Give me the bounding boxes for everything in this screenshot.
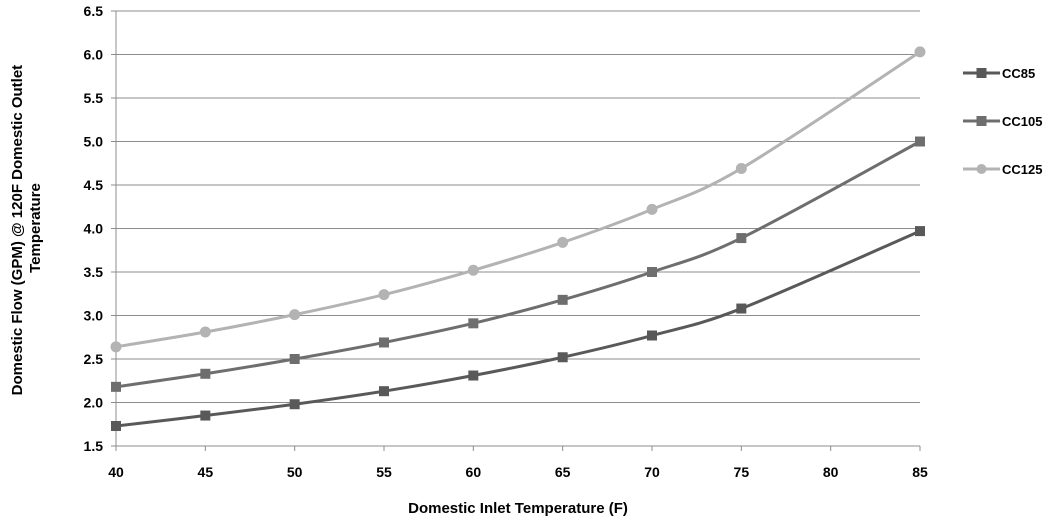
y-tick-label-1.5: 1.5 — [84, 438, 104, 454]
x-tick-label-65: 65 — [555, 464, 571, 480]
series-line-CC85 — [115, 229, 921, 428]
y-tick-label-5.0: 5.0 — [84, 134, 104, 150]
y-tick-label-3.0: 3.0 — [84, 308, 104, 324]
y-tick-label-2.0: 2.0 — [84, 395, 104, 411]
y-axis-title-line-2: Temperature — [27, 183, 44, 273]
point-CC85-60 — [468, 370, 479, 381]
gridlines — [116, 10, 920, 447]
point-CC105-65 — [557, 294, 568, 305]
point-CC85-45 — [200, 410, 211, 421]
point-CC105-70 — [647, 267, 657, 277]
y-axis-title-line-1: Domestic Flow (GPM) @ 120F Domestic Outl… — [9, 65, 26, 396]
point-CC105-75 — [736, 233, 747, 244]
point-CC105-45 — [200, 368, 211, 379]
y-tick-label-4.0: 4.0 — [84, 221, 104, 237]
x-axis-title: Domestic Inlet Temperature (F) — [408, 500, 628, 517]
y-tick-label-2.5: 2.5 — [84, 351, 104, 367]
x-tick-label-50: 50 — [287, 464, 303, 480]
x-tick-label-40: 40 — [108, 464, 124, 480]
point-CC125-45 — [199, 326, 211, 338]
point-CC125-85 — [914, 46, 926, 58]
point-CC85-55 — [379, 386, 389, 397]
point-CC125-60 — [467, 264, 479, 276]
y-tick-label-6.5: 6.5 — [84, 3, 104, 19]
point-CC105-85 — [915, 136, 925, 147]
legend-marker-CC125 — [976, 164, 987, 174]
point-CC125-55 — [378, 289, 390, 301]
x-tick-label-70: 70 — [644, 464, 660, 480]
y-axis-title: Domestic Flow (GPM) @ 120F Domestic Outl… — [9, 61, 44, 396]
point-CC85-85 — [915, 226, 925, 237]
legend-marker-CC105 — [976, 116, 987, 126]
point-CC85-50 — [289, 399, 300, 410]
point-CC85-65 — [557, 352, 568, 363]
point-CC105-60 — [468, 318, 479, 329]
series-lines — [115, 50, 921, 428]
series-markers — [110, 46, 926, 431]
point-CC105-50 — [289, 354, 300, 364]
x-tick-label-80: 80 — [823, 464, 839, 480]
point-CC85-70 — [647, 330, 657, 341]
point-CC125-40 — [110, 341, 122, 353]
point-CC105-40 — [111, 381, 121, 392]
point-CC125-65 — [557, 236, 569, 248]
point-CC125-70 — [646, 203, 658, 215]
legend-label-CC125: CC125 — [1002, 162, 1042, 177]
y-tick-label-5.5: 5.5 — [84, 90, 104, 106]
x-tick-label-75: 75 — [734, 464, 750, 480]
x-tick-label-55: 55 — [376, 464, 392, 480]
x-tick-label-45: 45 — [198, 464, 214, 480]
point-CC85-75 — [736, 303, 747, 314]
point-CC85-40 — [111, 420, 121, 431]
axes — [111, 10, 921, 451]
x-axis-tick-labels: 40 45 50 55 60 65 70 75 80 85 — [108, 464, 928, 480]
x-tick-label-85: 85 — [912, 464, 928, 480]
point-CC125-50 — [289, 309, 301, 321]
y-tick-label-6.0: 6.0 — [84, 47, 104, 63]
legend-label-CC85: CC85 — [1002, 66, 1035, 81]
y-tick-label-4.5: 4.5 — [84, 177, 104, 193]
y-axis-tick-labels: 1.5 2.0 2.5 3.0 3.5 4.0 4.5 5.0 5.5 6.0 6.5 — [84, 3, 104, 454]
series-line-CC105 — [115, 140, 921, 389]
point-CC105-55 — [379, 337, 389, 348]
y-tick-label-3.5: 3.5 — [84, 264, 104, 280]
series-line-CC125 — [115, 50, 921, 349]
legend: CC85 CC105 CC125 — [963, 66, 1042, 177]
x-tick-label-60: 60 — [466, 464, 482, 480]
point-CC125-75 — [735, 162, 747, 174]
legend-label-CC105: CC105 — [1002, 114, 1042, 129]
legend-marker-CC85 — [976, 68, 987, 78]
